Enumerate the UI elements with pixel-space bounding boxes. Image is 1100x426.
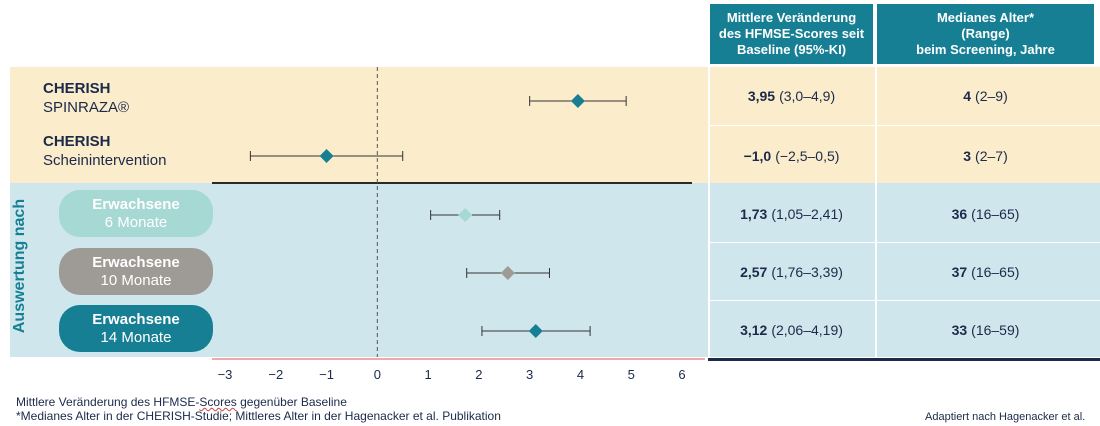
footnote-1-pre: Mittlere Veränderung des HFMSE- <box>16 395 200 409</box>
age-value-3: 36 <box>951 206 968 222</box>
header-mean-line3: Baseline (95%-KI) <box>736 42 847 57</box>
x-tick-label: 1 <box>424 367 431 382</box>
x-tick-label: 0 <box>374 367 381 382</box>
estimate-marker <box>570 94 585 108</box>
cell-age-2: 3 (2–7) <box>877 130 1094 182</box>
cell-mean-2: −1,0 (−2,5–0,5) <box>710 130 873 182</box>
age-value-2: 3 <box>963 148 972 164</box>
band-divider-line <box>212 182 692 184</box>
study-label-sham: CHERISH Scheinintervention <box>43 132 166 170</box>
header-age-line1: Medianes Alter* <box>936 10 1035 25</box>
mean-ci-5: (2,06–4,19) <box>771 322 843 338</box>
x-tick-label: 4 <box>577 367 584 382</box>
pill-10-months: Erwachsene 10 Monate <box>59 248 213 295</box>
cell-age-3: 36 (16–65) <box>877 188 1094 240</box>
cell-mean-4: 2,57 (1,76–3,39) <box>710 246 873 298</box>
estimate-marker <box>458 208 473 222</box>
footnote-1-scores: Scores <box>199 395 237 409</box>
study-label-spinraza: CHERISH SPINRAZA® <box>43 79 129 117</box>
col-divider-2 <box>875 67 877 357</box>
header-mean-change: Mittlere Veränderung des HFMSE-Scores sei… <box>710 4 873 64</box>
cell-mean-5: 3,12 (2,06–4,19) <box>710 304 873 356</box>
pill-title-10: Erwachsene <box>92 253 180 271</box>
age-range-2: (2–7) <box>975 148 1008 164</box>
mean-value-1: 3,95 <box>747 88 776 104</box>
source-credit: Adaptiert nach Hagenacker et al. <box>925 411 1086 423</box>
pill-title-14: Erwachsene <box>92 310 180 328</box>
x-tick-label: 2 <box>475 367 482 382</box>
mean-ci-2: (−2,5–0,5) <box>775 148 840 164</box>
footnote-1: Mittlere Veränderung des HFMSE-Scores ge… <box>16 395 347 410</box>
cell-mean-1: 3,95 (3,0–4,9) <box>710 70 873 122</box>
mean-ci-3: (1,05–2,41) <box>771 206 843 222</box>
mean-ci-4: (1,76–3,39) <box>771 264 843 280</box>
cell-age-1: 4 (2–9) <box>877 70 1094 122</box>
pill-sub-14: 14 Monate <box>100 328 172 346</box>
estimate-marker <box>528 324 543 338</box>
study-subtitle-2: Scheinintervention <box>43 152 167 169</box>
mean-value-2: −1,0 <box>743 148 772 164</box>
age-value-4: 37 <box>951 264 968 280</box>
cell-age-4: 37 (16–65) <box>877 246 1094 298</box>
estimate-marker <box>319 149 334 163</box>
mean-ci-1: (3,0–4,9) <box>779 88 836 104</box>
study-title-1: CHERISH <box>43 80 111 97</box>
age-value-1: 4 <box>963 88 972 104</box>
forest-plot: −3 −2 −1 0 1 2 3 4 5 6 <box>212 67 705 382</box>
age-range-5: (16–59) <box>971 322 1020 338</box>
age-value-5: 33 <box>951 322 968 338</box>
x-tick-label: 3 <box>526 367 533 382</box>
pill-sub-6: 6 Monate <box>104 213 168 231</box>
mean-value-3: 1,73 <box>740 206 768 222</box>
pill-14-months: Erwachsene 14 Monate <box>59 305 213 352</box>
row-divider-2 <box>710 242 1100 243</box>
col-divider-1 <box>708 67 710 357</box>
mean-value-4: 2,57 <box>740 264 768 280</box>
header-age-line2: (Range) <box>961 26 1010 41</box>
cell-mean-3: 1,73 (1,05–2,41) <box>710 188 873 240</box>
row-divider-1 <box>710 125 1100 126</box>
header-median-age: Medianes Alter* (Range) beim Screening, Ja… <box>877 4 1094 64</box>
age-range-3: (16–65) <box>971 206 1020 222</box>
x-tick-label: 5 <box>628 367 635 382</box>
footnote-2: *Medianes Alter in der CHERISH-Studie; M… <box>16 409 501 423</box>
row-divider-3 <box>710 300 1100 301</box>
mean-value-5: 3,12 <box>740 322 768 338</box>
cell-age-5: 33 (16–59) <box>877 304 1094 356</box>
footnote-1-post: gegenüber Baseline <box>236 395 347 409</box>
x-tick-label: −2 <box>268 367 283 382</box>
pill-title-6: Erwachsene <box>92 195 180 213</box>
x-tick-label: −1 <box>319 367 334 382</box>
estimate-marker <box>500 266 515 280</box>
pill-sub-10: 10 Monate <box>100 271 172 289</box>
table-bottom-rule <box>708 358 1100 361</box>
study-title-2: CHERISH <box>43 133 111 150</box>
study-subtitle-1: SPINRAZA® <box>43 99 130 116</box>
header-age-line3: beim Screening, Jahre <box>916 42 1055 57</box>
header-mean-line1: Mittlere Veränderung <box>726 10 857 25</box>
pill-6-months: Erwachsene 6 Monate <box>59 190 213 237</box>
x-tick-label: 6 <box>678 367 685 382</box>
age-range-4: (16–65) <box>971 264 1020 280</box>
x-tick-label: −3 <box>218 367 233 382</box>
header-mean-line2: des HFMSE-Scores seit <box>718 26 865 41</box>
age-range-1: (2–9) <box>975 88 1008 104</box>
